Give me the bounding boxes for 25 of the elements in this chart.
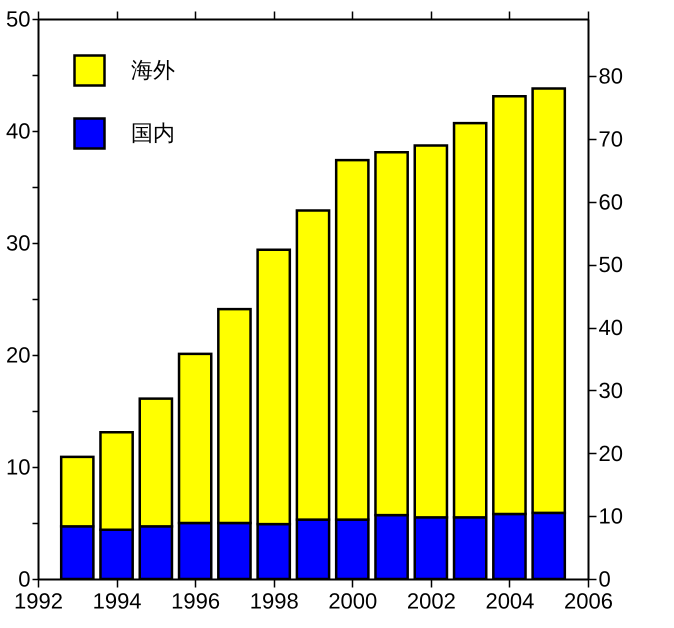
y2-tick-label: 0 [598,566,611,592]
x-tick-label: 2006 [564,588,613,614]
y-tick-label: 30 [6,230,30,256]
x-tick-label: 2004 [485,588,534,614]
legend-label: 国内 [131,120,175,146]
x-tick-label: 1996 [171,588,220,614]
y-tick-label: 40 [6,118,30,144]
x-tick-label: 1994 [92,588,142,614]
y2-tick-label: 80 [598,64,623,89]
x-tick-label: 2002 [406,588,456,614]
y2-tick-label: 20 [598,440,623,466]
y2-tick-label: 60 [598,189,623,214]
y-tick-label: 0 [18,566,30,592]
y-tick-label: 50 [6,6,30,32]
y2-tick-label: 40 [598,315,623,340]
y2-tick-label: 30 [598,378,623,403]
y2-tick-label: 50 [598,252,623,278]
y-tick-label: 20 [6,342,30,368]
y2-tick-label: 70 [598,126,623,152]
x-tick-label: 1998 [250,588,299,614]
x-tick-label: 2000 [328,588,378,614]
legend-label: 海外 [131,58,175,82]
y2-tick-label: 10 [598,504,623,529]
x-tick-label: 1992 [14,588,63,614]
y-tick-label: 10 [6,454,30,480]
